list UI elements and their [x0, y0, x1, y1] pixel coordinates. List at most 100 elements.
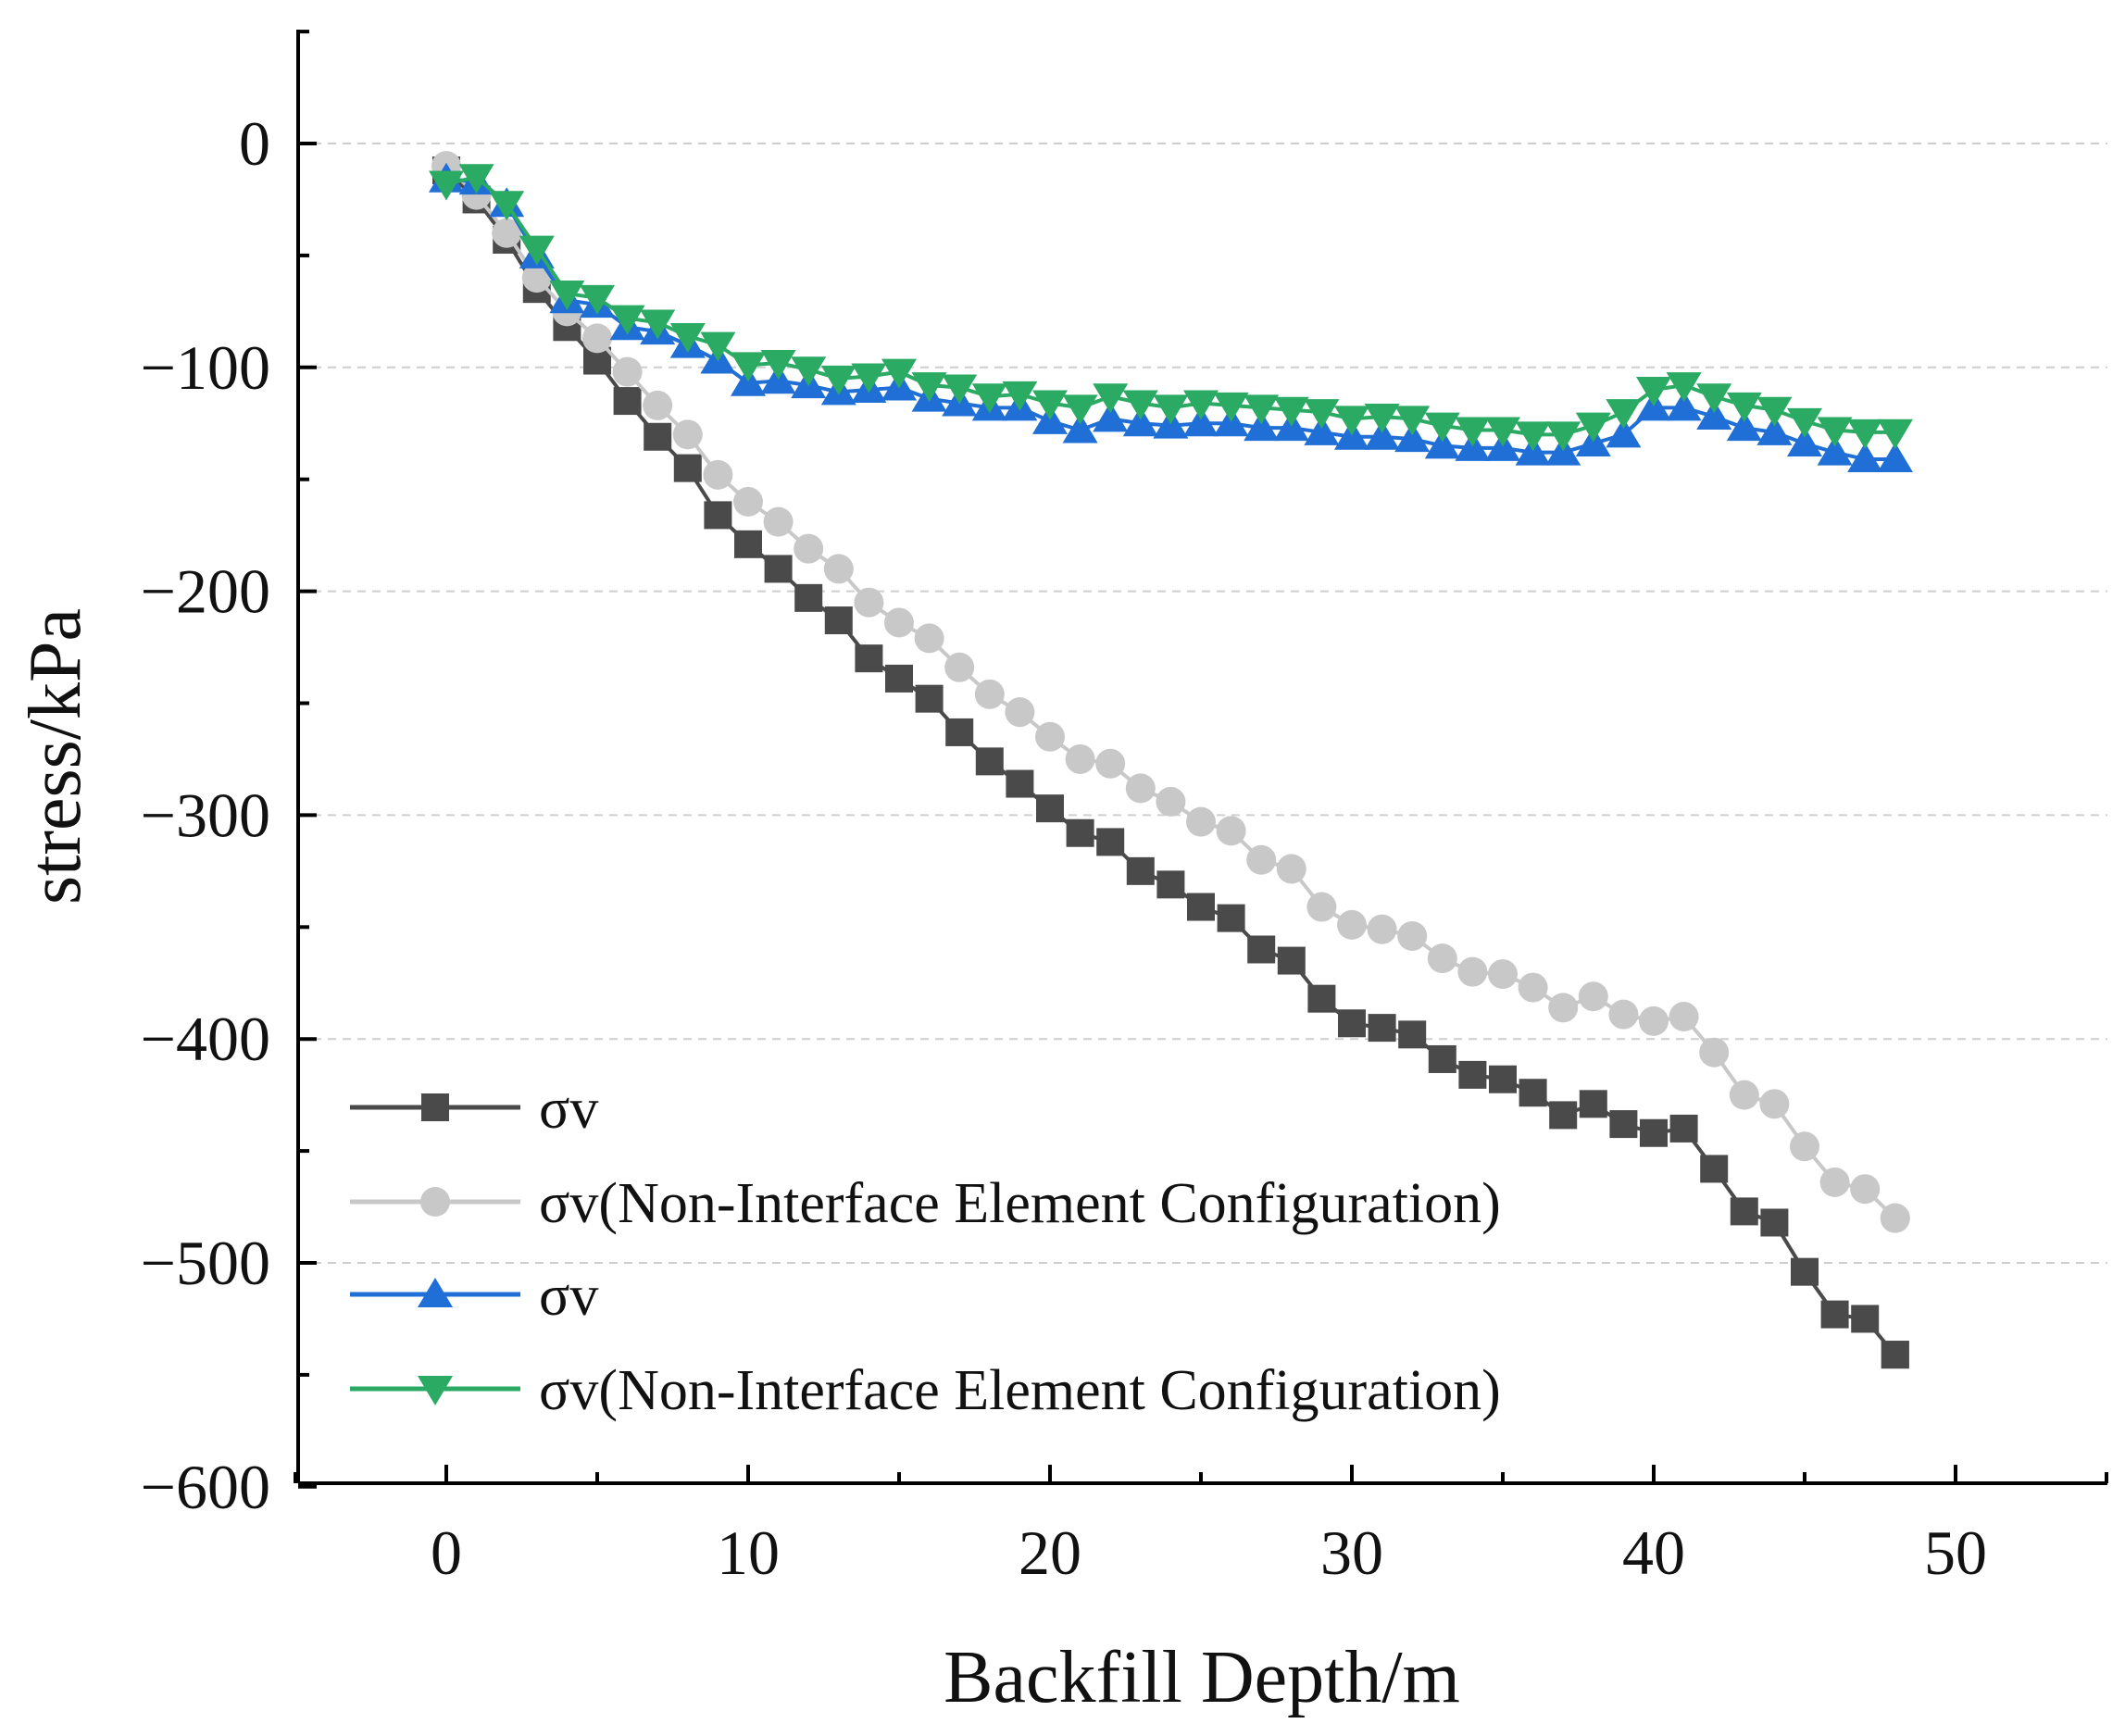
data-point: [791, 356, 827, 387]
data-point: [643, 390, 673, 420]
data-point: [794, 533, 824, 564]
data-point: [1424, 429, 1460, 459]
data-point: [704, 501, 732, 530]
data-point: [763, 506, 794, 537]
data-point: [975, 747, 1004, 776]
data-point: [1606, 418, 1642, 448]
data-point: [1093, 383, 1129, 414]
data-point: [1427, 943, 1457, 974]
data-point: [1247, 935, 1276, 964]
data-point: [1304, 415, 1340, 445]
data-point: [1760, 1208, 1789, 1237]
data-point: [1518, 972, 1548, 1003]
data-point: [1791, 1257, 1819, 1286]
data-point: [703, 459, 733, 490]
data-point: [1700, 1155, 1729, 1183]
data-point: [823, 554, 854, 584]
data-point: [1153, 394, 1189, 425]
data-point: [1065, 743, 1095, 774]
series-4: [429, 164, 1913, 452]
data-point: [851, 363, 887, 393]
x-axis-title: Backfill Depth/m: [944, 1637, 1460, 1718]
data-point: [1368, 1014, 1396, 1043]
data-point: [1337, 909, 1367, 940]
series-3: [429, 162, 1913, 472]
data-point: [824, 606, 853, 635]
data-point: [1216, 816, 1246, 846]
data-point: [1217, 904, 1245, 932]
data-point: [1880, 1203, 1910, 1233]
data-point: [911, 372, 947, 403]
x-tick-label: 20: [1019, 1517, 1081, 1588]
x-tick-label: 0: [431, 1517, 462, 1588]
data-point: [1186, 806, 1216, 837]
data-point: [1819, 1167, 1850, 1197]
legend-item: σv(Non-Interface Element Configuration): [350, 1172, 1501, 1235]
data-point: [1666, 391, 1702, 421]
data-point: [1730, 1197, 1758, 1226]
data-point: [1394, 406, 1431, 436]
data-point: [1183, 406, 1219, 437]
data-point: [1608, 999, 1639, 1030]
data-point: [1398, 1020, 1427, 1049]
data-point: [672, 419, 703, 450]
data-point: [1756, 396, 1793, 427]
data-point: [1877, 418, 1913, 449]
data-point: [1850, 1174, 1881, 1205]
data-point: [613, 387, 642, 416]
data-point: [1156, 870, 1185, 899]
data-point: [1515, 421, 1551, 452]
legend-label: σv(Non-Interface Element Configuration): [539, 1359, 1501, 1422]
data-point: [580, 284, 615, 315]
data-point: [1519, 1079, 1547, 1107]
legend: σv σv(Non-Interface Element Configuration…: [350, 1078, 1501, 1422]
data-point: [1277, 946, 1306, 975]
legend-item: σv(Non-Interface Element Configuration): [350, 1359, 1501, 1422]
data-point: [1847, 418, 1883, 449]
data-point: [855, 644, 883, 673]
data-point: [881, 358, 917, 389]
data-point: [731, 352, 766, 382]
data-point: [1062, 394, 1098, 425]
data-point: [1851, 1305, 1880, 1333]
data-point: [519, 235, 555, 266]
data-point: [1187, 893, 1215, 921]
data-point: [914, 623, 944, 654]
legend-item: σv: [350, 1078, 598, 1141]
data-point: [582, 323, 612, 354]
data-point: [549, 281, 585, 311]
data-point: [944, 652, 975, 682]
data-point: [669, 322, 706, 353]
y-tick-label: −100: [141, 332, 270, 403]
ticks: 0 −100 −200 −300 −400 −500 −600 0 10 20 30 40 50: [141, 30, 2108, 1588]
data-point: [1096, 828, 1125, 856]
data-point: [974, 679, 1005, 709]
data-point: [1669, 1002, 1699, 1032]
data-point: [1006, 769, 1034, 798]
data-point: [1066, 818, 1094, 847]
data-point: [1881, 1341, 1909, 1369]
data-point: [1549, 1101, 1578, 1130]
data-point: [1579, 1090, 1607, 1118]
data-point: [1696, 399, 1732, 430]
data-point: [1244, 411, 1280, 442]
data-point: [733, 486, 763, 517]
data-point: [1276, 854, 1306, 884]
data-point: [1125, 773, 1156, 804]
data-point: [1122, 390, 1158, 420]
data-point: [1122, 406, 1158, 437]
data-point: [1639, 1005, 1669, 1036]
legend-label: σv: [539, 1078, 598, 1141]
legend-swatch-marker: [420, 1187, 450, 1217]
x-tick-label: 30: [1320, 1517, 1383, 1588]
data-point: [1548, 993, 1579, 1023]
data-point: [1306, 892, 1337, 922]
data-point: [1428, 1044, 1456, 1073]
data-point: [1307, 984, 1336, 1013]
data-point: [1756, 415, 1793, 445]
data-point: [1367, 914, 1397, 944]
y-tick-label: −300: [141, 780, 270, 850]
data-point: [1699, 1037, 1730, 1068]
data-point: [884, 607, 914, 638]
data-point: [521, 263, 552, 293]
